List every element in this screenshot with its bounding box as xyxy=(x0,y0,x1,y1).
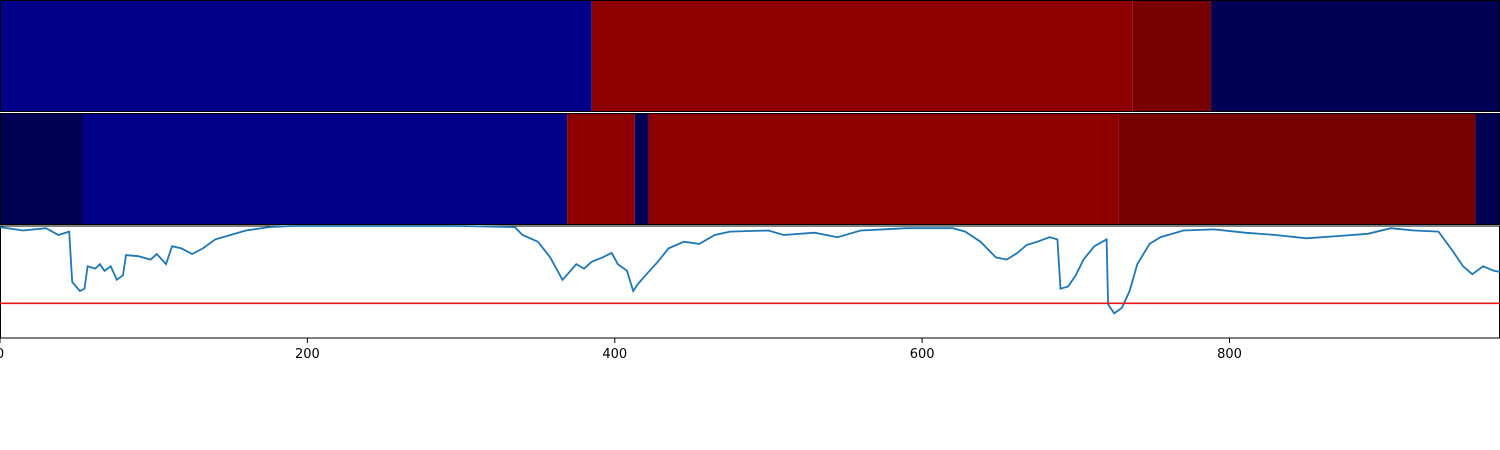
strip-1-segment xyxy=(591,0,1133,112)
x-tick-label: 600 xyxy=(910,347,935,362)
signal-line xyxy=(0,225,1500,315)
x-tick-label: 400 xyxy=(602,347,627,362)
strip-2-segment xyxy=(1118,113,1476,225)
strip-2-segment xyxy=(1475,113,1500,225)
signal-panel-frame xyxy=(0,225,1500,339)
strip-1-segment xyxy=(1132,0,1212,112)
x-tick-label: 0 xyxy=(0,347,4,362)
strip-2-segment xyxy=(0,113,83,225)
strip-1-segment xyxy=(0,0,592,112)
strip-2-segment xyxy=(634,113,649,225)
strip-2-segment xyxy=(567,113,635,225)
strip-2-segment xyxy=(82,113,568,225)
strip-2-segment xyxy=(648,113,1119,225)
x-tick-label: 800 xyxy=(1217,347,1242,362)
x-tick-label: 200 xyxy=(295,347,320,362)
strip-1-segment xyxy=(1211,0,1500,112)
